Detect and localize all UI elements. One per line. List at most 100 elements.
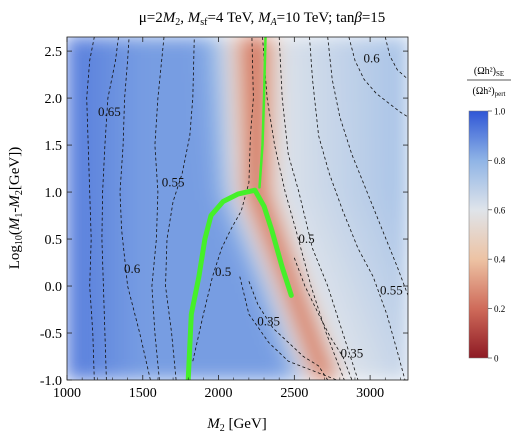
heatmap-cell bbox=[177, 144, 187, 156]
heatmap-cell bbox=[80, 279, 91, 291]
heatmap-cell bbox=[184, 54, 195, 66]
heatmap-cell bbox=[392, 306, 402, 318]
heatmap-cell bbox=[125, 135, 135, 147]
heatmap-cell bbox=[192, 243, 202, 255]
heatmap-cell bbox=[214, 45, 224, 57]
heatmap-cell bbox=[117, 252, 128, 264]
heatmap-cell bbox=[162, 216, 172, 228]
heatmap-cell bbox=[347, 180, 358, 192]
heatmap-cell bbox=[288, 108, 298, 120]
heatmap-cell bbox=[347, 37, 358, 48]
heatmap-cell bbox=[117, 72, 128, 84]
heatmap-cell bbox=[377, 72, 387, 84]
heatmap-cell bbox=[258, 234, 269, 246]
heatmap-cell bbox=[295, 99, 306, 111]
heatmap-cell bbox=[362, 108, 372, 120]
heatmap-cell bbox=[236, 90, 246, 102]
heatmap-cell bbox=[332, 270, 343, 282]
heatmap-cell bbox=[110, 180, 120, 192]
heatmap-cell bbox=[303, 198, 313, 210]
heatmap-cell bbox=[280, 37, 291, 48]
heatmap-cell bbox=[80, 117, 91, 129]
heatmap-cell bbox=[88, 144, 98, 156]
heatmap-cell bbox=[325, 306, 335, 318]
heatmap-cell bbox=[258, 243, 269, 255]
heatmap-cell bbox=[303, 270, 313, 282]
heatmap-cell bbox=[384, 117, 395, 129]
heatmap-cell bbox=[332, 333, 343, 345]
heatmap-cell bbox=[243, 351, 254, 363]
contour-line bbox=[119, 37, 151, 380]
heatmap-cell bbox=[273, 279, 283, 291]
heatmap-cell bbox=[67, 351, 76, 363]
heatmap-cell bbox=[251, 252, 261, 264]
heatmap-cell bbox=[280, 162, 291, 174]
heatmap-cell bbox=[236, 360, 246, 372]
heatmap-cell bbox=[117, 306, 128, 318]
heatmap-cell bbox=[325, 63, 335, 75]
x-axis-label: M2 [GeV] bbox=[206, 416, 267, 434]
heatmap-cell bbox=[214, 234, 224, 246]
heatmap-cell bbox=[206, 315, 217, 327]
heatmap-cell bbox=[154, 117, 165, 129]
heatmap-cell bbox=[95, 198, 106, 210]
heatmap-cell bbox=[154, 171, 165, 183]
heatmap-cell bbox=[199, 144, 209, 156]
heatmap-cell bbox=[125, 153, 135, 165]
heatmap-cell bbox=[355, 279, 365, 291]
heatmap-cell bbox=[199, 117, 209, 129]
heatmap-cell bbox=[236, 333, 246, 345]
heatmap-cell bbox=[184, 63, 195, 75]
heatmap-cell bbox=[318, 261, 328, 273]
heatmap-cell bbox=[177, 324, 187, 336]
heatmap-cell bbox=[199, 162, 209, 174]
heatmap-cell bbox=[295, 198, 306, 210]
heatmap-cell bbox=[392, 144, 402, 156]
heatmap-cell bbox=[288, 37, 298, 48]
heatmap-cell bbox=[384, 99, 395, 111]
heatmap-cell bbox=[273, 108, 283, 120]
heatmap-cell bbox=[88, 243, 98, 255]
heatmap-cell bbox=[199, 37, 209, 48]
heatmap-cell bbox=[295, 324, 306, 336]
heatmap-cell bbox=[258, 225, 269, 237]
heatmap-cell bbox=[258, 351, 269, 363]
heatmap-cell bbox=[347, 135, 358, 147]
heatmap-cell bbox=[229, 144, 239, 156]
heatmap-cell bbox=[132, 360, 143, 372]
heatmap-cell bbox=[236, 351, 246, 363]
green-band-upper bbox=[258, 37, 267, 189]
heatmap-cell bbox=[67, 225, 76, 237]
contour-lines bbox=[86, 37, 408, 380]
heatmap-cell bbox=[384, 288, 395, 300]
heatmap-cell bbox=[206, 37, 217, 48]
heatmap-cell bbox=[169, 216, 180, 228]
contour-label: 0.5 bbox=[298, 231, 314, 246]
heatmap-cell bbox=[169, 144, 180, 156]
heatmap-cell bbox=[125, 252, 135, 264]
heatmap-cell bbox=[132, 135, 143, 147]
heatmap-cell bbox=[384, 63, 395, 75]
heatmap-cell bbox=[206, 126, 217, 138]
heatmap-cell bbox=[340, 243, 350, 255]
heatmap-cell bbox=[192, 333, 202, 345]
heatmap-cell bbox=[258, 216, 269, 228]
heatmap-cell bbox=[399, 63, 408, 75]
heatmap-cell bbox=[273, 189, 283, 201]
heatmap-cell bbox=[280, 153, 291, 165]
heatmap-cell bbox=[95, 360, 106, 372]
heatmap-cell bbox=[273, 117, 283, 129]
heatmap-cell bbox=[192, 54, 202, 66]
heatmap-cell bbox=[332, 243, 343, 255]
heatmap-cell bbox=[318, 279, 328, 291]
heatmap-cell bbox=[221, 153, 232, 165]
heatmap-cell bbox=[192, 108, 202, 120]
heatmap-cell bbox=[369, 189, 380, 201]
heatmap-cell bbox=[310, 234, 321, 246]
heatmap-cell bbox=[280, 198, 291, 210]
heatmap-cell bbox=[392, 279, 402, 291]
heatmap-cell bbox=[80, 360, 91, 372]
heatmap-cell bbox=[214, 207, 224, 219]
heatmap-cell bbox=[147, 126, 157, 138]
heatmap-cell bbox=[303, 261, 313, 273]
